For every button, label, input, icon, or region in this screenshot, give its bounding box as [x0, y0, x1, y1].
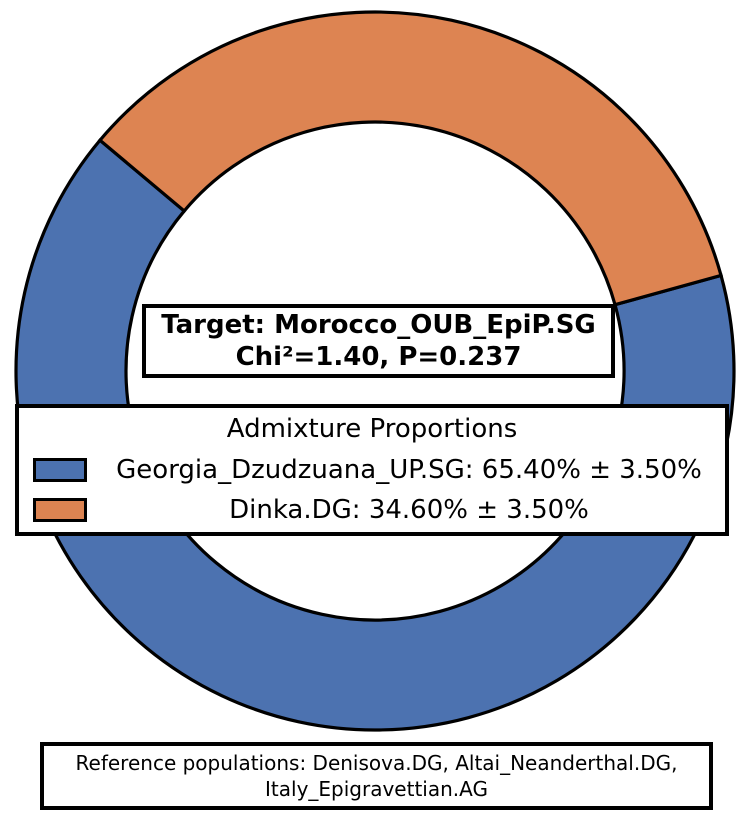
target-info-box: Target: Morocco_OUB_EpiP.SG Chi²=1.40, P…: [142, 304, 615, 378]
legend-title: Admixture Proportions: [226, 414, 518, 444]
chi2-pvalue-label: Chi²=1.40, P=0.237: [235, 342, 522, 372]
legend-swatch-orange: [33, 498, 87, 522]
legend-item: Georgia_Dzudzuana_UP.SG: 65.40% ± 3.50%: [19, 450, 725, 490]
donut-segment-1: [97, 10, 724, 307]
reference-populations-line1: Reference populations: Denisova.DG, Alta…: [75, 751, 678, 775]
reference-populations-box: Reference populations: Denisova.DG, Alta…: [40, 742, 713, 810]
legend-label: Dinka.DG: 34.60% ± 3.50%: [229, 495, 589, 525]
legend: Admixture Proportions Georgia_Dzudzuana_…: [15, 404, 729, 536]
legend-swatch-blue: [33, 458, 87, 482]
legend-item: Dinka.DG: 34.60% ± 3.50%: [19, 490, 725, 530]
reference-populations-line2: Italy_Epigravettian.AG: [265, 777, 488, 801]
donut-segment-0: [14, 137, 736, 732]
target-population-label: Target: Morocco_OUB_EpiP.SG: [161, 310, 596, 340]
legend-label: Georgia_Dzudzuana_UP.SG: 65.40% ± 3.50%: [116, 455, 702, 485]
